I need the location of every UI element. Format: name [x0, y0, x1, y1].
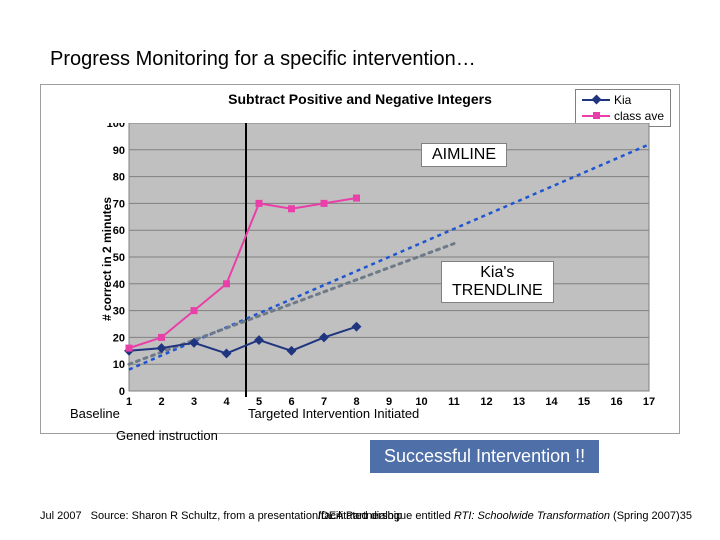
svg-text:50: 50: [113, 252, 125, 264]
intervention-label: Targeted Intervention Initiated: [248, 406, 419, 421]
svg-text:0: 0: [119, 386, 125, 398]
legend-item: class ave: [582, 108, 664, 124]
svg-text:16: 16: [610, 396, 622, 408]
page-title: Progress Monitoring for a specific inter…: [50, 48, 476, 71]
svg-text:90: 90: [113, 145, 125, 157]
svg-text:4: 4: [223, 396, 230, 408]
svg-text:70: 70: [113, 198, 125, 210]
svg-text:17: 17: [643, 396, 655, 408]
svg-text:100: 100: [107, 123, 125, 130]
svg-text:13: 13: [513, 396, 525, 408]
svg-text:40: 40: [113, 279, 125, 291]
svg-text:3: 3: [191, 396, 197, 408]
svg-text:12: 12: [480, 396, 492, 408]
legend: Kiaclass ave: [575, 89, 671, 127]
svg-text:2: 2: [158, 396, 164, 408]
baseline-label: Baseline: [70, 406, 120, 421]
plot-area: 0102030405060708090100123456789101112131…: [99, 123, 669, 419]
svg-text:14: 14: [545, 396, 558, 408]
svg-text:11: 11: [448, 396, 460, 408]
svg-text:1: 1: [126, 396, 132, 408]
svg-text:15: 15: [578, 396, 590, 408]
slide-number: 35: [680, 510, 692, 522]
svg-text:20: 20: [113, 332, 125, 344]
chart-container: Subtract Positive and Negative Integers …: [40, 84, 680, 434]
success-banner: Successful Intervention !!: [370, 440, 599, 473]
gened-label: Gened instruction: [116, 428, 218, 443]
legend-item: Kia: [582, 92, 664, 108]
svg-text:30: 30: [113, 306, 125, 318]
svg-text:10: 10: [113, 359, 125, 371]
trendline-label: Kia'sTRENDLINE: [441, 261, 554, 303]
svg-text:80: 80: [113, 172, 125, 184]
aimline-label: AIMLINE: [421, 143, 507, 167]
svg-text:60: 60: [113, 225, 125, 237]
footer-center: IDEA Partnership: [0, 510, 720, 522]
